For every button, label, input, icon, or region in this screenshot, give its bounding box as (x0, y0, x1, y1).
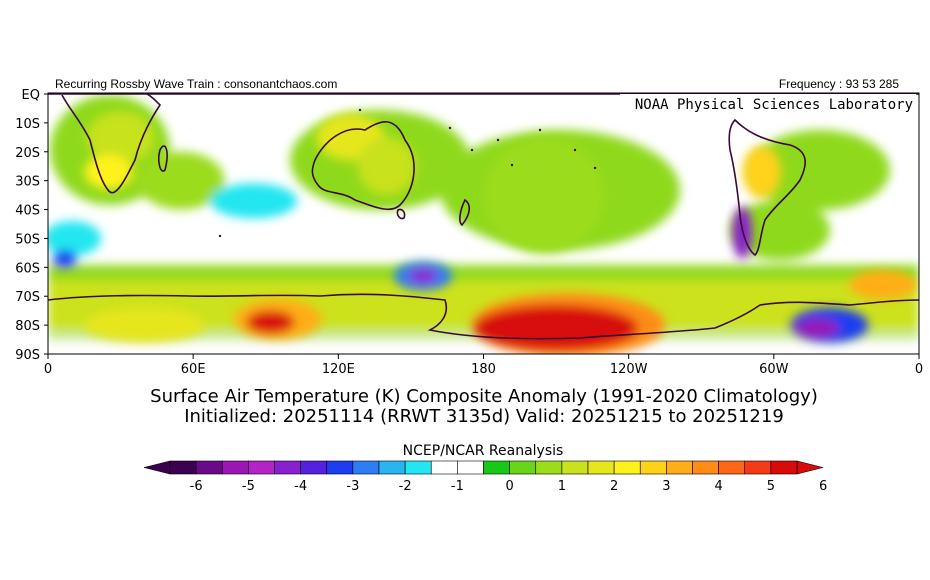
colorbar-swatch (692, 460, 719, 475)
x-tick-label: 0 (915, 362, 923, 377)
colorbar-swatch (587, 460, 615, 475)
y-axis: EQ 10S 20S 30S 40S 50S 60S 70S 80S 90S (15, 88, 48, 363)
y-tick-label: 40S (15, 204, 40, 219)
colorbar-label: -2 (399, 479, 412, 494)
header-right-text: Frequency : 93 53 285 (779, 77, 899, 91)
colorbar-swatch (248, 460, 275, 475)
chart-title-line1: Surface Air Temperature (K) Composite An… (150, 386, 818, 407)
antarctica-coast (48, 293, 919, 340)
colorbar-swatch (666, 460, 693, 475)
anomaly-blob-7 (357, 137, 416, 196)
colorbar-label: -1 (451, 479, 464, 494)
new-zealand-coast (459, 198, 471, 227)
colorbar-swatch (639, 460, 667, 475)
colorbar-swatch (195, 460, 223, 475)
anomaly-blob-18 (795, 319, 840, 337)
y-tick-label: EQ (22, 88, 40, 103)
anomaly-blob-19 (848, 270, 917, 300)
lab-label: NOAA Physical Sciences Laboratory (635, 97, 913, 113)
anomaly-blob-13 (473, 304, 639, 352)
y-tick-label: 20S (15, 146, 40, 161)
y-tick-label: 30S (15, 175, 40, 190)
colorbar-label: -6 (190, 479, 203, 494)
tasmania-coast (396, 208, 406, 220)
anomaly-blob-3 (48, 221, 102, 256)
colorbar-label: 5 (767, 479, 775, 494)
colorbar-max-arrow (796, 460, 824, 475)
colorbar-label: 4 (714, 479, 722, 494)
chart-title-line2: Initialized: 20251114 (RRWT 3135d) Valid… (184, 406, 784, 427)
colorbar-swatch (509, 460, 537, 475)
colorbar-swatch (169, 460, 197, 475)
colorbar-swatch (352, 460, 380, 475)
colorbar-label: -3 (346, 479, 359, 494)
x-tick-label: 0 (44, 362, 52, 377)
colorbar-min-arrow (143, 460, 171, 475)
x-tick-label: 60E (181, 362, 206, 377)
colorbar-swatch (718, 460, 746, 475)
anomaly-blob-20 (84, 307, 206, 343)
x-tick-label: 60W (759, 362, 789, 377)
anomaly-blob-14 (483, 137, 605, 253)
colorbar-swatch (613, 460, 641, 475)
anomaly-blob-5 (210, 183, 298, 219)
colorbar-swatch (274, 460, 301, 475)
y-tick-label: 90S (15, 348, 40, 363)
colorbar-label: -5 (242, 479, 255, 494)
colorbar-swatch (744, 460, 772, 475)
anomaly-blob-11 (246, 310, 295, 334)
colorbar-swatch (221, 460, 249, 475)
colorbar-swatch (483, 460, 510, 475)
anomaly-blob-4 (52, 249, 78, 268)
x-tick-label: 180 (471, 362, 496, 377)
map-panel (48, 93, 919, 354)
colorbar-swatch (535, 460, 563, 475)
australia-coast (311, 121, 415, 210)
madagascar-coast (158, 145, 168, 172)
y-tick-label: 50S (15, 232, 40, 247)
y-tick-label: 60S (15, 261, 40, 276)
colorbar-swatch (561, 460, 589, 475)
anomaly-blob-15 (742, 146, 782, 198)
y-tick-label: 10S (15, 117, 40, 132)
colorbar-swatch (326, 460, 354, 475)
colorbar-label: 0 (505, 479, 513, 494)
colorbar-swatch (404, 460, 432, 475)
anomaly-blob-9 (408, 268, 438, 284)
island-dots (218, 108, 597, 238)
coastlines (48, 93, 919, 340)
colorbar-label: -4 (294, 479, 307, 494)
x-axis: 0 60E 120E 180 120W 60W 0 (44, 354, 923, 377)
colorbar-label: 3 (662, 479, 670, 494)
colorbar-swatch (378, 460, 406, 475)
colorbar-label: 6 (819, 479, 827, 494)
lab-label-bg (620, 94, 916, 112)
colorbar-swatch (457, 460, 484, 475)
anomaly-blob-1 (84, 154, 133, 190)
colorbar-swatch (430, 460, 458, 475)
y-tick-label: 70S (15, 290, 40, 305)
colorbar-swatch (770, 460, 798, 475)
x-tick-label: 120E (322, 362, 355, 377)
south-america-coast (728, 118, 806, 257)
anomaly-blob-0 (86, 111, 155, 164)
colorbar-swatch (300, 460, 328, 475)
colorbar: -6 -5 -4 -3 -2 -1 0 1 2 3 4 5 6 (143, 460, 827, 494)
colorbar-label: 1 (558, 479, 566, 494)
source-label: NCEP/NCAR Reanalysis (403, 443, 564, 459)
x-tick-label: 120W (610, 362, 648, 377)
africa-coast (61, 93, 162, 194)
header-left-text: Recurring Rossby Wave Train : consonantc… (55, 77, 337, 91)
y-tick-label: 80S (15, 319, 40, 334)
colorbar-label: 2 (610, 479, 618, 494)
anomaly-layer (48, 111, 917, 354)
